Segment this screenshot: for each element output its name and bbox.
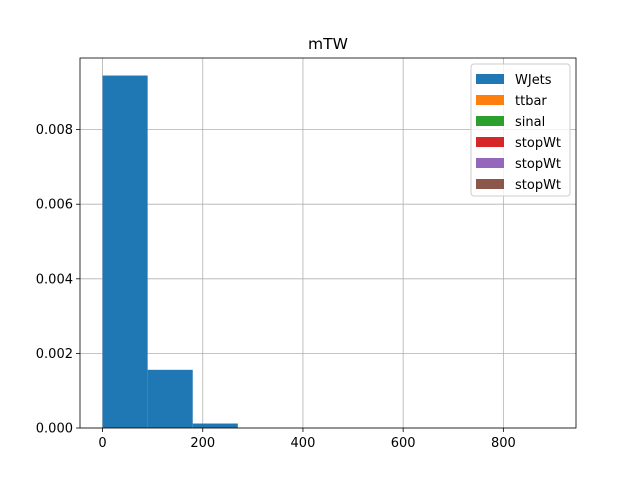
legend-label: stopWt (515, 157, 561, 172)
y-tick-label: 0.002 (36, 347, 73, 362)
legend-swatch (476, 158, 504, 168)
legend-swatch (476, 116, 504, 126)
plot-frame (79, 57, 577, 429)
bars (102, 75, 238, 428)
histogram-bar (102, 75, 148, 428)
legend-label: sinal (515, 115, 545, 130)
histogram-bar (147, 369, 193, 428)
y-axis: 0.000 0.002 0.004 0.006 0.008 (36, 123, 80, 437)
histogram-bar (192, 423, 238, 428)
y-tick-label: 0.008 (36, 123, 73, 138)
x-axis: 0 200 400 600 800 (98, 428, 516, 451)
y-tick-label: 0.006 (36, 198, 73, 213)
legend-label: ttbar (515, 94, 547, 109)
x-tick-label: 200 (190, 436, 215, 451)
x-tick-label: 400 (291, 436, 316, 451)
x-tick-label: 0 (98, 436, 106, 451)
legend-label: stopWt (515, 178, 561, 193)
legend: WJets ttbar sinal stopWt stopWt stopWt (470, 63, 571, 197)
legend-swatch (476, 74, 504, 84)
y-tick-label: 0.004 (36, 272, 73, 287)
legend-label: stopWt (515, 136, 561, 151)
legend-swatch (476, 179, 504, 189)
x-tick-label: 800 (491, 436, 516, 451)
legend-swatch (476, 137, 504, 147)
chart-title: mTW (308, 35, 348, 53)
legend-swatch (476, 95, 504, 105)
legend-label: WJets (515, 73, 552, 88)
y-tick-label: 0.000 (36, 422, 73, 437)
x-tick-label: 600 (391, 436, 416, 451)
